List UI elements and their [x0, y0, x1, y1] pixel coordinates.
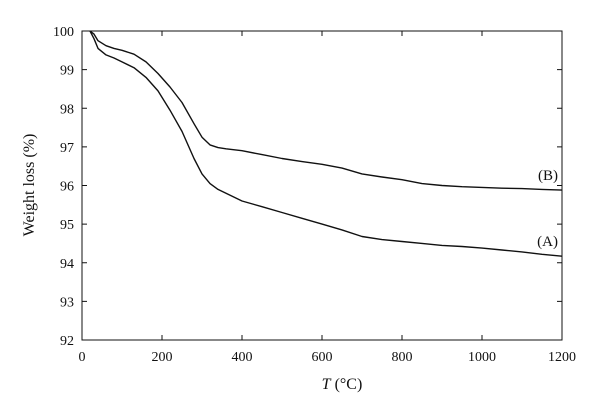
x-tick-label: 0 — [79, 350, 86, 365]
y-tick-label: 93 — [60, 295, 74, 310]
x-tick-label: 1200 — [548, 350, 576, 365]
x-tick-label: 400 — [232, 350, 253, 365]
x-tick-label: 800 — [392, 350, 413, 365]
x-axis-variable: T — [322, 376, 332, 393]
y-tick-label: 92 — [60, 334, 74, 349]
series-line — [89, 30, 563, 257]
y-tick-label: 95 — [60, 218, 74, 233]
y-axis-ticks: 92 93 94 95 96 97 98 99 100 — [53, 25, 562, 349]
x-tick-label: 600 — [312, 350, 333, 365]
data-series — [89, 30, 563, 257]
series-labels: (A) (B) — [537, 168, 558, 250]
series-label: (B) — [538, 168, 558, 184]
plot-frame — [81, 30, 563, 341]
x-axis-unit: (°C) — [331, 376, 363, 393]
x-axis-ticks: 0 200 400 600 800 1000 1200 — [79, 31, 576, 365]
series-label: (A) — [537, 234, 558, 250]
y-axis-title: Weight loss (%) — [21, 134, 38, 237]
series-line — [89, 30, 563, 191]
x-tick-label: 1000 — [468, 350, 496, 365]
y-tick-label: 98 — [60, 102, 74, 117]
x-axis-title: T (°C) — [322, 376, 363, 393]
y-tick-label: 99 — [60, 64, 74, 79]
y-tick-label: 96 — [60, 180, 74, 195]
y-tick-label: 97 — [60, 141, 74, 156]
y-tick-label: 94 — [60, 257, 74, 272]
x-tick-label: 200 — [152, 350, 173, 365]
y-tick-label: 100 — [53, 25, 74, 40]
